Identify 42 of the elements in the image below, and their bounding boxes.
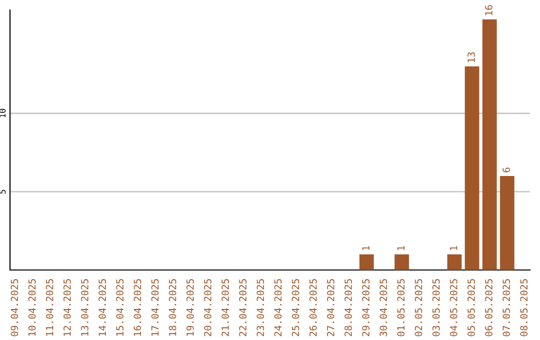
x-tick-label: 21.04.2025 bbox=[222, 279, 229, 336]
x-tick-label: 28.04.2025 bbox=[344, 279, 352, 336]
x-tick-label: 11.04.2025 bbox=[46, 279, 54, 336]
data-label: 1 bbox=[397, 246, 404, 250]
data-label: 1 bbox=[450, 246, 458, 250]
x-tick-label: 29.04.2025 bbox=[362, 279, 370, 336]
data-label: 1 bbox=[362, 246, 370, 250]
x-tick-label: 03.05.2025 bbox=[432, 279, 440, 336]
x-tick-label: 06.05.2025 bbox=[485, 279, 492, 336]
x-tick-label: 22.04.2025 bbox=[239, 279, 246, 336]
x-tick-label: 04.05.2025 bbox=[450, 279, 458, 336]
x-tick-label: 23.04.2025 bbox=[256, 279, 264, 336]
x-tick-label: 16.04.2025 bbox=[134, 279, 142, 336]
x-tick-label: 20.04.2025 bbox=[204, 279, 212, 336]
x-tick-label: 10.04.2025 bbox=[28, 279, 36, 336]
bar bbox=[500, 176, 514, 270]
bar bbox=[394, 254, 409, 270]
data-label: 6 bbox=[502, 168, 510, 172]
x-tick-label: 24.04.2025 bbox=[274, 279, 282, 336]
x-tick-label: 14.04.2025 bbox=[98, 279, 106, 336]
x-tick-label: 18.04.2025 bbox=[168, 279, 176, 336]
x-tick-label: 07.05.2025 bbox=[502, 279, 510, 336]
x-tick-label: 12.04.2025 bbox=[63, 279, 71, 336]
x-tick-label: 27.04.2025 bbox=[326, 279, 334, 336]
x-tick-label: 13.04.2025 bbox=[81, 279, 88, 336]
x-tick-label: 09.04.2025 bbox=[10, 279, 18, 336]
x-tick-label: 01.05.2025 bbox=[397, 279, 405, 336]
x-tick-label: 15.04.2025 bbox=[116, 279, 124, 336]
x-tick-label: 05.05.2025 bbox=[468, 279, 475, 336]
x-tick-label: 25.04.2025 bbox=[292, 279, 300, 336]
x-tick-label: 02.05.2025 bbox=[414, 279, 422, 336]
bar bbox=[482, 19, 497, 270]
bar bbox=[464, 66, 480, 270]
bar bbox=[359, 254, 374, 270]
data-label: 13 bbox=[468, 52, 475, 62]
bar bbox=[447, 254, 462, 270]
x-tick-label: 30.04.2025 bbox=[380, 279, 388, 336]
x-tick-label: 08.05.2025 bbox=[520, 279, 528, 336]
x-tick-label: 19.04.2025 bbox=[186, 279, 194, 336]
x-tick-label: 26.04.2025 bbox=[309, 279, 317, 336]
x-tick-label: 17.04.2025 bbox=[151, 279, 159, 336]
data-label: 16 bbox=[485, 5, 492, 16]
